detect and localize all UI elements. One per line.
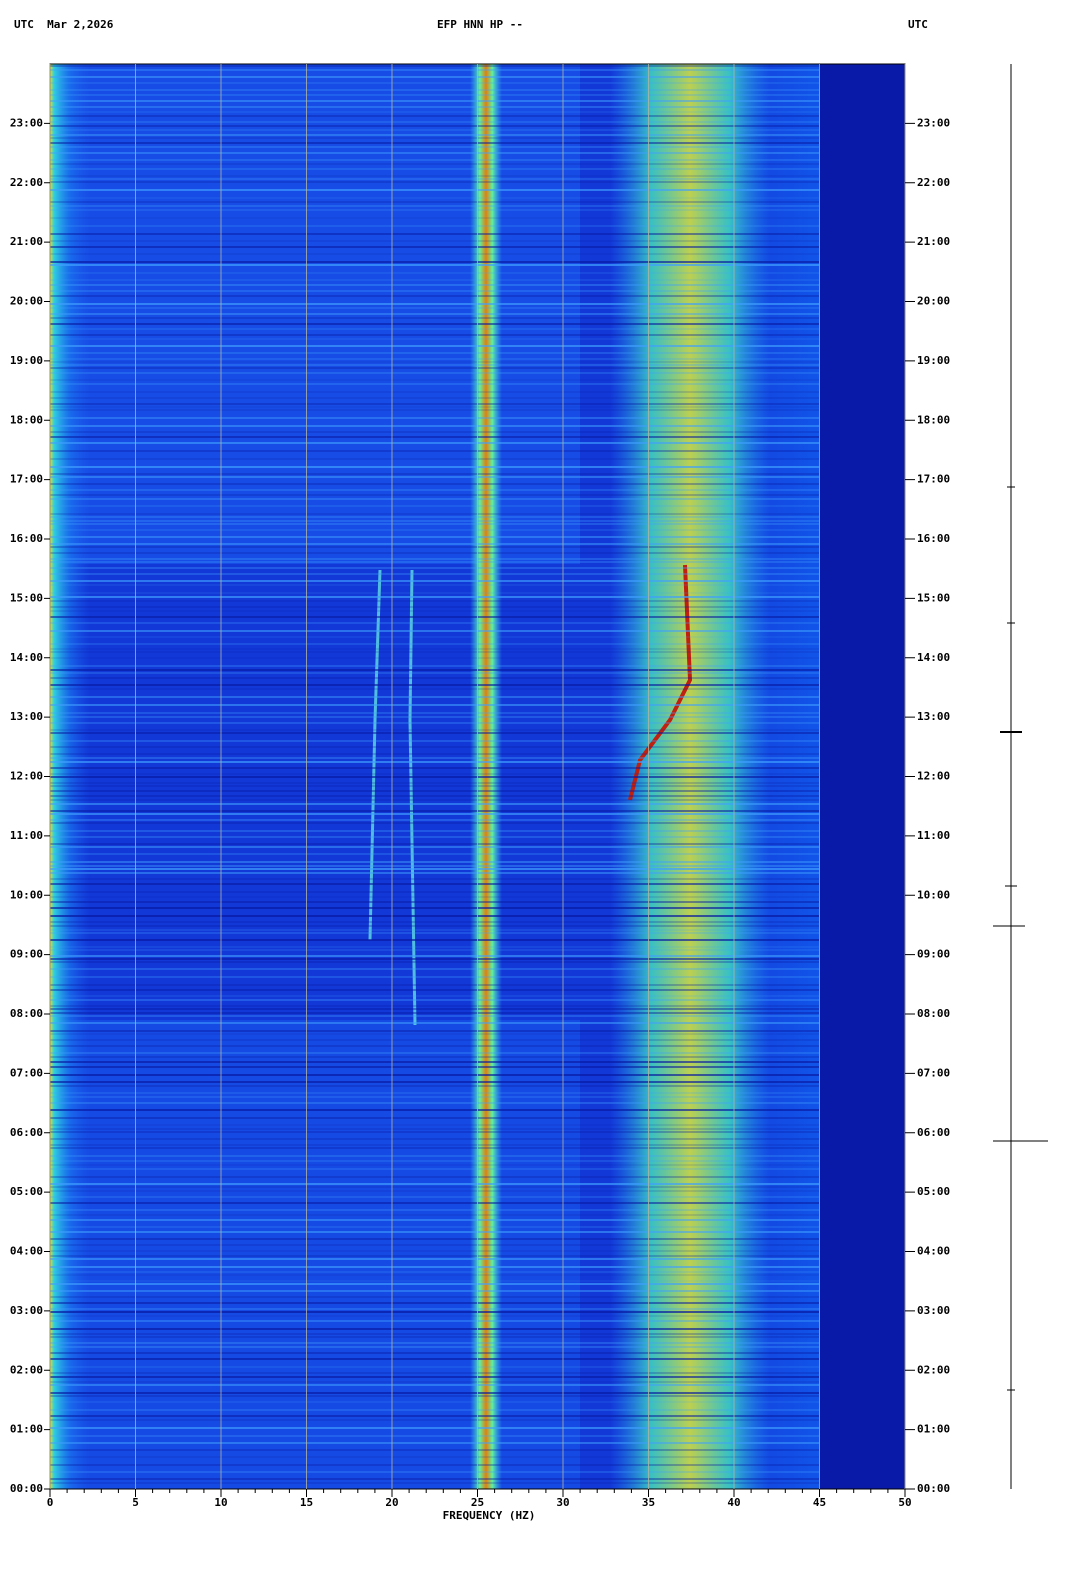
x-tick-label: 30 xyxy=(556,1496,569,1509)
y-tick-label-right: 14:00 xyxy=(917,651,950,664)
x-axis-label: FREQUENCY (HZ) xyxy=(443,1509,536,1522)
y-tick-label-right: 20:00 xyxy=(917,295,950,308)
y-tick-label: 20:00 xyxy=(10,295,43,308)
y-tick-label: 16:00 xyxy=(10,532,43,545)
y-tick-label: 22:00 xyxy=(10,176,43,189)
y-tick-label-right: 03:00 xyxy=(917,1304,950,1317)
x-tick-label: 10 xyxy=(214,1496,227,1509)
y-tick-label: 18:00 xyxy=(10,413,43,426)
y-tick-label-right: 02:00 xyxy=(917,1363,950,1376)
y-tick-label-right: 23:00 xyxy=(917,116,950,129)
y-tick-label: 08:00 xyxy=(10,1007,43,1020)
y-tick-label: 03:00 xyxy=(10,1304,43,1317)
y-tick-label-right: 10:00 xyxy=(917,888,950,901)
y-tick-label-right: 15:00 xyxy=(917,591,950,604)
y-tick-label: 23:00 xyxy=(10,116,43,129)
y-tick-label-right: 00:00 xyxy=(917,1482,950,1495)
trace xyxy=(993,64,1048,1489)
x-tick-label: 0 xyxy=(47,1496,54,1509)
y-tick-label-right: 04:00 xyxy=(917,1245,950,1258)
y-tick-label: 15:00 xyxy=(10,591,43,604)
title-left: UTC Mar 2,2026 xyxy=(14,18,114,31)
y-tick-label-right: 22:00 xyxy=(917,176,950,189)
y-tick-label: 19:00 xyxy=(10,354,43,367)
y-tick-label-right: 08:00 xyxy=(917,1007,950,1020)
spectrogram-texture xyxy=(368,569,382,941)
spectrogram-texture xyxy=(408,569,417,1026)
y-tick-label: 05:00 xyxy=(10,1185,43,1198)
y-tick-label-right: 16:00 xyxy=(917,532,950,545)
title-right: UTC xyxy=(908,18,928,31)
y-tick-label-right: 13:00 xyxy=(917,710,950,723)
x-tick-label: 5 xyxy=(132,1496,139,1509)
y-tick-label-right: 19:00 xyxy=(917,354,950,367)
y-tick-label: 06:00 xyxy=(10,1126,43,1139)
y-tick-label: 21:00 xyxy=(10,235,43,248)
y-tick-label: 17:00 xyxy=(10,473,43,486)
chart-title: EFP HNN HP -- xyxy=(437,18,523,31)
y-tick-label: 13:00 xyxy=(10,710,43,723)
y-tick-label-right: 06:00 xyxy=(917,1126,950,1139)
y-tick-label-right: 11:00 xyxy=(917,829,950,842)
x-tick-label: 50 xyxy=(898,1496,911,1509)
y-tick-label: 10:00 xyxy=(10,888,43,901)
x-tick-label: 25 xyxy=(471,1496,484,1509)
spectrogram-texture xyxy=(819,64,905,1489)
x-tick-label: 20 xyxy=(385,1496,398,1509)
y-tick-label-right: 09:00 xyxy=(917,948,950,961)
y-tick-label-right: 12:00 xyxy=(917,770,950,783)
y-tick-label-right: 21:00 xyxy=(917,235,950,248)
x-tick-label: 35 xyxy=(642,1496,655,1509)
x-tick-label: 40 xyxy=(727,1496,740,1509)
x-tick-label: 15 xyxy=(300,1496,313,1509)
y-tick-label: 07:00 xyxy=(10,1066,43,1079)
y-tick-label: 00:00 xyxy=(10,1482,43,1495)
y-tick-label-right: 01:00 xyxy=(917,1423,950,1436)
y-tick-label: 11:00 xyxy=(10,829,43,842)
y-tick-label-right: 18:00 xyxy=(917,413,950,426)
y-tick-label-right: 07:00 xyxy=(917,1066,950,1079)
y-tick-label: 14:00 xyxy=(10,651,43,664)
x-tick-label: 45 xyxy=(813,1496,826,1509)
y-tick-label-right: 05:00 xyxy=(917,1185,950,1198)
y-tick-label: 04:00 xyxy=(10,1245,43,1258)
y-tick-label: 12:00 xyxy=(10,770,43,783)
y-tick-label: 09:00 xyxy=(10,948,43,961)
y-tick-label: 01:00 xyxy=(10,1423,43,1436)
y-tick-label-right: 17:00 xyxy=(917,473,950,486)
spectrogram-texture xyxy=(628,564,693,801)
y-tick-label: 02:00 xyxy=(10,1363,43,1376)
